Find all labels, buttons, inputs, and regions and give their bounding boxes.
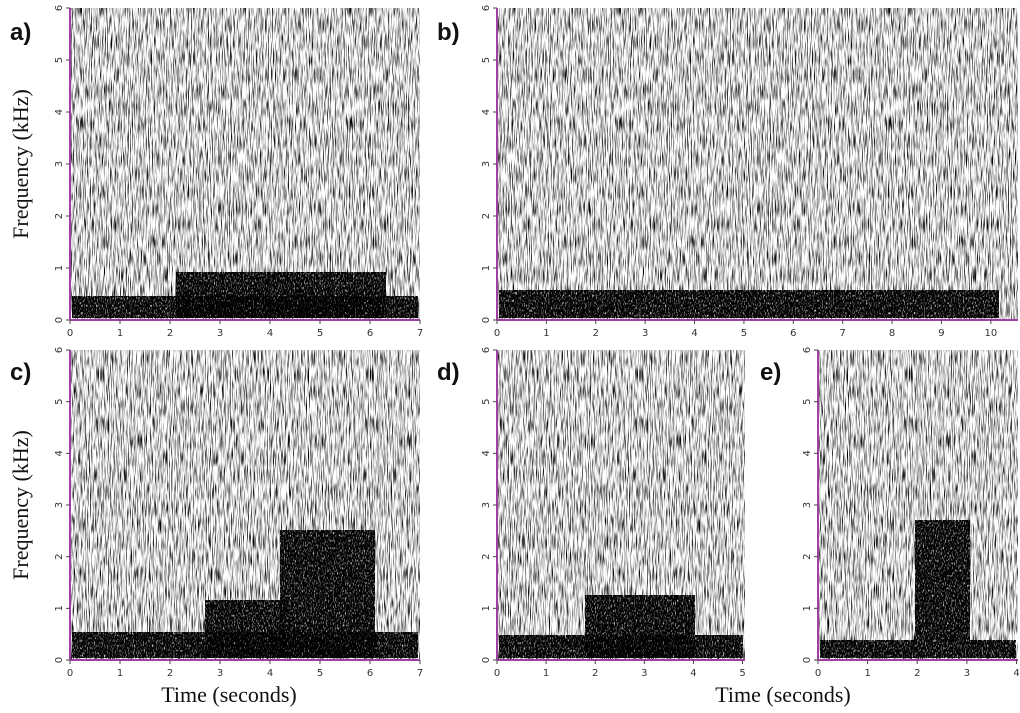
y-tick-label: 4 [54,450,65,456]
panel-label: a) [10,19,31,46]
x-tick-label: 5 [317,668,323,679]
x-tick-label: 5 [739,668,745,679]
y-tick-label: 6 [54,347,65,353]
x-tick-label: 3 [217,668,223,679]
x-tick-label: 1 [864,668,870,679]
x-tick-label: 6 [790,328,796,339]
y-tick-label: 2 [802,553,813,559]
y-tick-label: 1 [54,265,65,271]
x-tick-label: 0 [67,668,73,679]
y-tick-label: 2 [54,213,65,219]
y-tick-label: 3 [481,502,492,508]
x-tick-label: 3 [641,668,647,679]
x-tick-label: 1 [543,328,549,339]
x-tick-label: 1 [117,668,123,679]
y-tick-label: 6 [481,5,492,11]
x-tick-label: 4 [691,328,697,339]
y-tick-label: 0 [481,317,492,323]
spectrogram-texture [70,8,1018,660]
x-tick-label: 3 [642,328,648,339]
y-tick-label: 6 [54,5,65,11]
y-tick-label: 0 [802,657,813,663]
x-tick-label: 9 [938,328,944,339]
panel-label: e) [760,359,781,386]
x-tick-label: 4 [267,328,273,339]
y-tick-label: 0 [481,657,492,663]
y-tick-label: 2 [481,213,492,219]
x-tick-label: 4 [1013,668,1019,679]
y-tick-label: 1 [802,605,813,611]
x-tick-label: 5 [317,328,323,339]
x-tick-label: 2 [592,668,598,679]
x-tick-label: 2 [167,328,173,339]
y-tick-label: 1 [481,605,492,611]
x-tick-label: 2 [914,668,920,679]
x-tick-label: 8 [889,328,895,339]
x-tick-label: 10 [984,328,997,339]
y-tick-label: 4 [802,450,813,456]
x-tick-label: 5 [741,328,747,339]
x-tick-label: 4 [690,668,696,679]
x-tick-label: 0 [494,328,500,339]
y-tick-label: 1 [481,265,492,271]
y-tick-label: 6 [802,347,813,353]
y-tick-label: 2 [481,553,492,559]
y-tick-label: 0 [54,317,65,323]
x-tick-label: 7 [839,328,845,339]
y-tick-label: 3 [802,502,813,508]
x-tick-label: 0 [494,668,500,679]
x-tick-label: 2 [167,668,173,679]
panel-label: b) [437,19,460,46]
panel-label: c) [10,359,31,386]
x-tick-label: 2 [593,328,599,339]
y-tick-label: 5 [481,57,492,63]
y-tick-label: 3 [54,502,65,508]
x-axis-label: Time (seconds) [715,682,850,707]
x-tick-label: 6 [367,668,373,679]
x-tick-label: 3 [964,668,970,679]
y-tick-label: 3 [54,161,65,167]
y-tick-label: 4 [54,109,65,115]
x-tick-label: 1 [117,328,123,339]
y-tick-label: 3 [481,161,492,167]
y-tick-label: 1 [54,605,65,611]
x-tick-label: 1 [543,668,549,679]
y-tick-label: 5 [54,57,65,63]
y-tick-label: 5 [802,398,813,404]
y-tick-label: 2 [54,553,65,559]
x-axis-label: Time (seconds) [161,682,296,707]
y-tick-label: 5 [481,398,492,404]
x-tick-label: 0 [815,668,821,679]
y-tick-label: 4 [481,450,492,456]
y-tick-label: 5 [54,398,65,404]
y-tick-label: 4 [481,109,492,115]
y-tick-label: 6 [481,347,492,353]
y-axis-label: Frequency (kHz) [8,430,33,580]
y-axis-label: Frequency (kHz) [8,89,33,239]
x-tick-label: 7 [417,328,423,339]
x-tick-label: 0 [67,328,73,339]
x-tick-label: 7 [417,668,423,679]
x-tick-label: 6 [367,328,373,339]
panel-label: d) [437,359,460,386]
x-tick-label: 3 [217,328,223,339]
y-tick-label: 0 [54,657,65,663]
x-tick-label: 4 [267,668,273,679]
